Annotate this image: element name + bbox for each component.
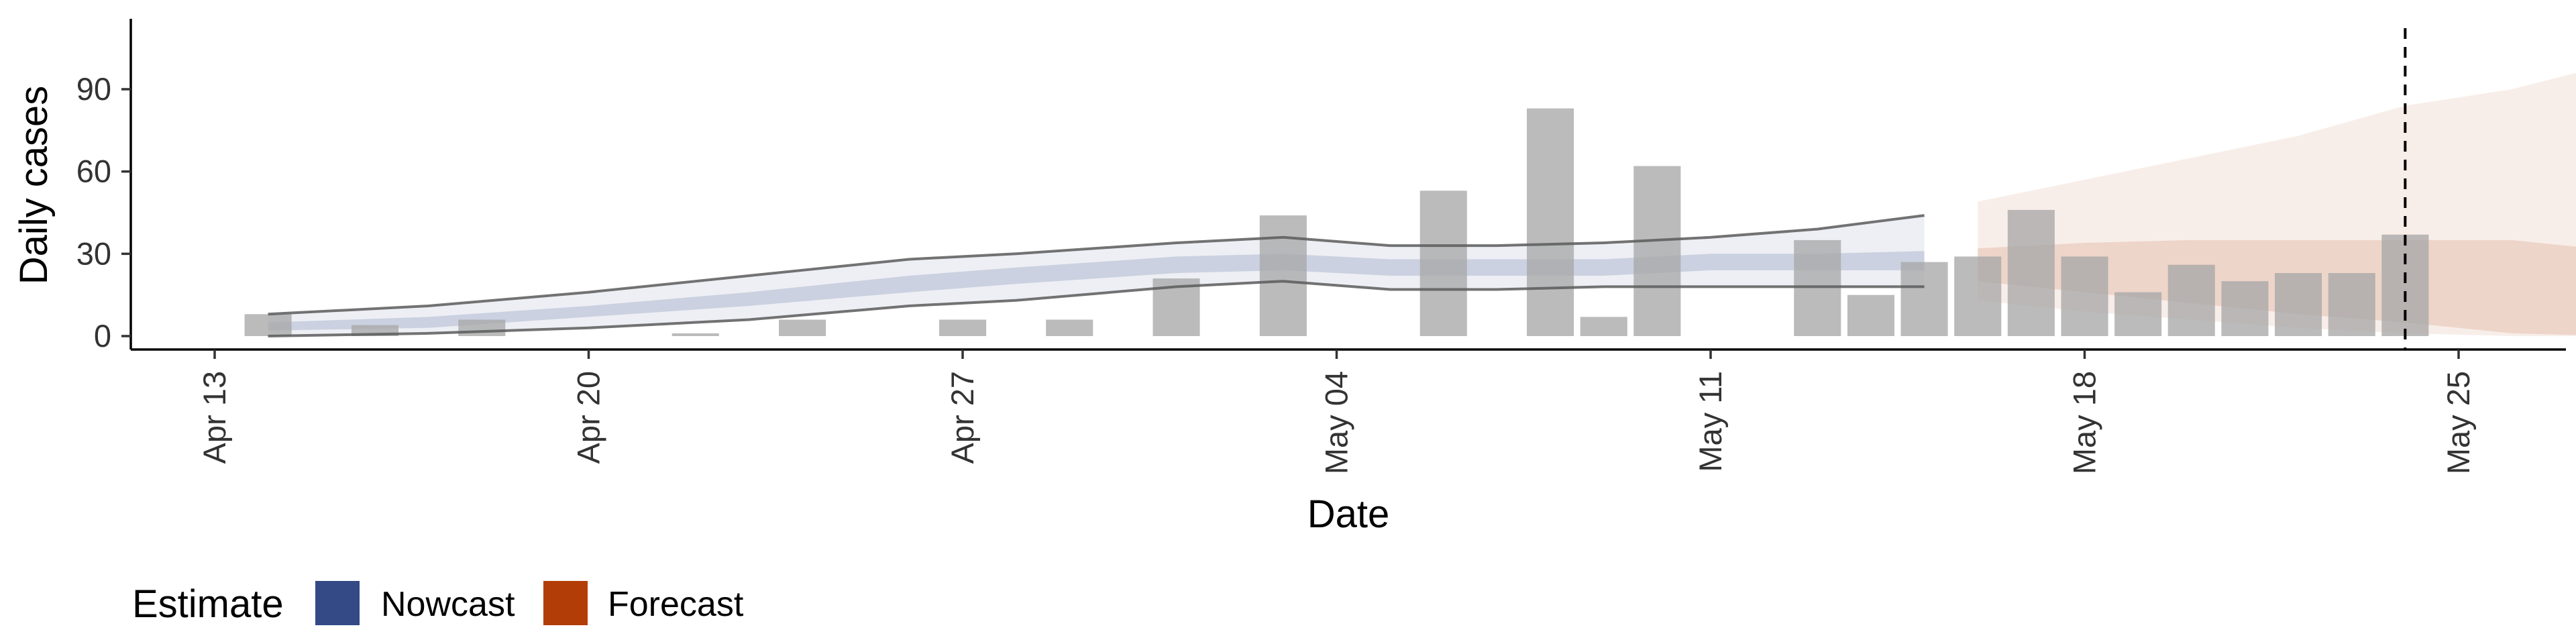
- case-bar: [458, 319, 506, 336]
- legend-swatch-nowcast: [315, 581, 360, 625]
- case-bar: [2381, 234, 2429, 336]
- nowcast-band-50: [268, 251, 1925, 331]
- case-bar: [1633, 166, 1681, 336]
- case-bar: [939, 319, 987, 336]
- y-tick-label: 60: [76, 154, 111, 189]
- case-bar: [2328, 273, 2375, 336]
- y-tick-label: 90: [76, 71, 111, 107]
- nowcast-upper-bound-line: [268, 214, 1925, 316]
- x-tick-label: May 25: [2440, 371, 2476, 474]
- case-bar: [1046, 319, 1093, 336]
- case-bar: [779, 319, 826, 336]
- x-tick-label: Apr 27: [945, 371, 980, 464]
- case-bar: [1580, 317, 1627, 336]
- case-bar: [1900, 262, 1948, 336]
- y-axis-ticks: 0 30 60 90: [76, 71, 131, 354]
- x-tick-label: May 04: [1319, 371, 1354, 474]
- y-tick-label: 0: [94, 318, 111, 354]
- x-tick-label: May 18: [2067, 371, 2102, 474]
- case-bar: [1419, 191, 1467, 336]
- case-bar: [1847, 294, 1894, 336]
- case-bar: [2061, 256, 2108, 336]
- case-bar: [1527, 108, 1574, 336]
- legend-label-nowcast: Nowcast: [381, 585, 515, 624]
- legend-title: Estimate: [132, 582, 284, 626]
- y-tick-label: 30: [76, 235, 111, 271]
- case-bar: [1794, 239, 1841, 336]
- legend-swatch-forecast: [543, 581, 588, 625]
- case-bar: [1954, 256, 2002, 336]
- plot-area: [244, 28, 2576, 350]
- x-tick-label: Apr 20: [571, 371, 606, 464]
- case-bar: [2114, 292, 2162, 336]
- legend-label-forecast: Forecast: [608, 585, 744, 624]
- y-axis-title: Daily cases: [12, 86, 56, 285]
- case-bar: [2007, 209, 2055, 336]
- case-bar: [244, 314, 292, 336]
- nowcast-lower-bound-line: [268, 280, 1925, 337]
- case-bar: [2167, 264, 2215, 336]
- x-axis-ticks: Apr 13 Apr 20 Apr 27 May 04 May 11 May 18 May …: [197, 350, 2476, 474]
- x-tick-label: May 11: [1693, 371, 1728, 472]
- case-bar: [1259, 215, 1307, 336]
- case-bar: [2221, 281, 2269, 336]
- x-tick-label: Apr 13: [197, 371, 232, 464]
- x-axis-title: Date: [1307, 492, 1390, 536]
- case-bar: [2275, 273, 2322, 336]
- legend: Estimate Nowcast Forecast: [132, 581, 744, 626]
- case-bar: [672, 333, 719, 336]
